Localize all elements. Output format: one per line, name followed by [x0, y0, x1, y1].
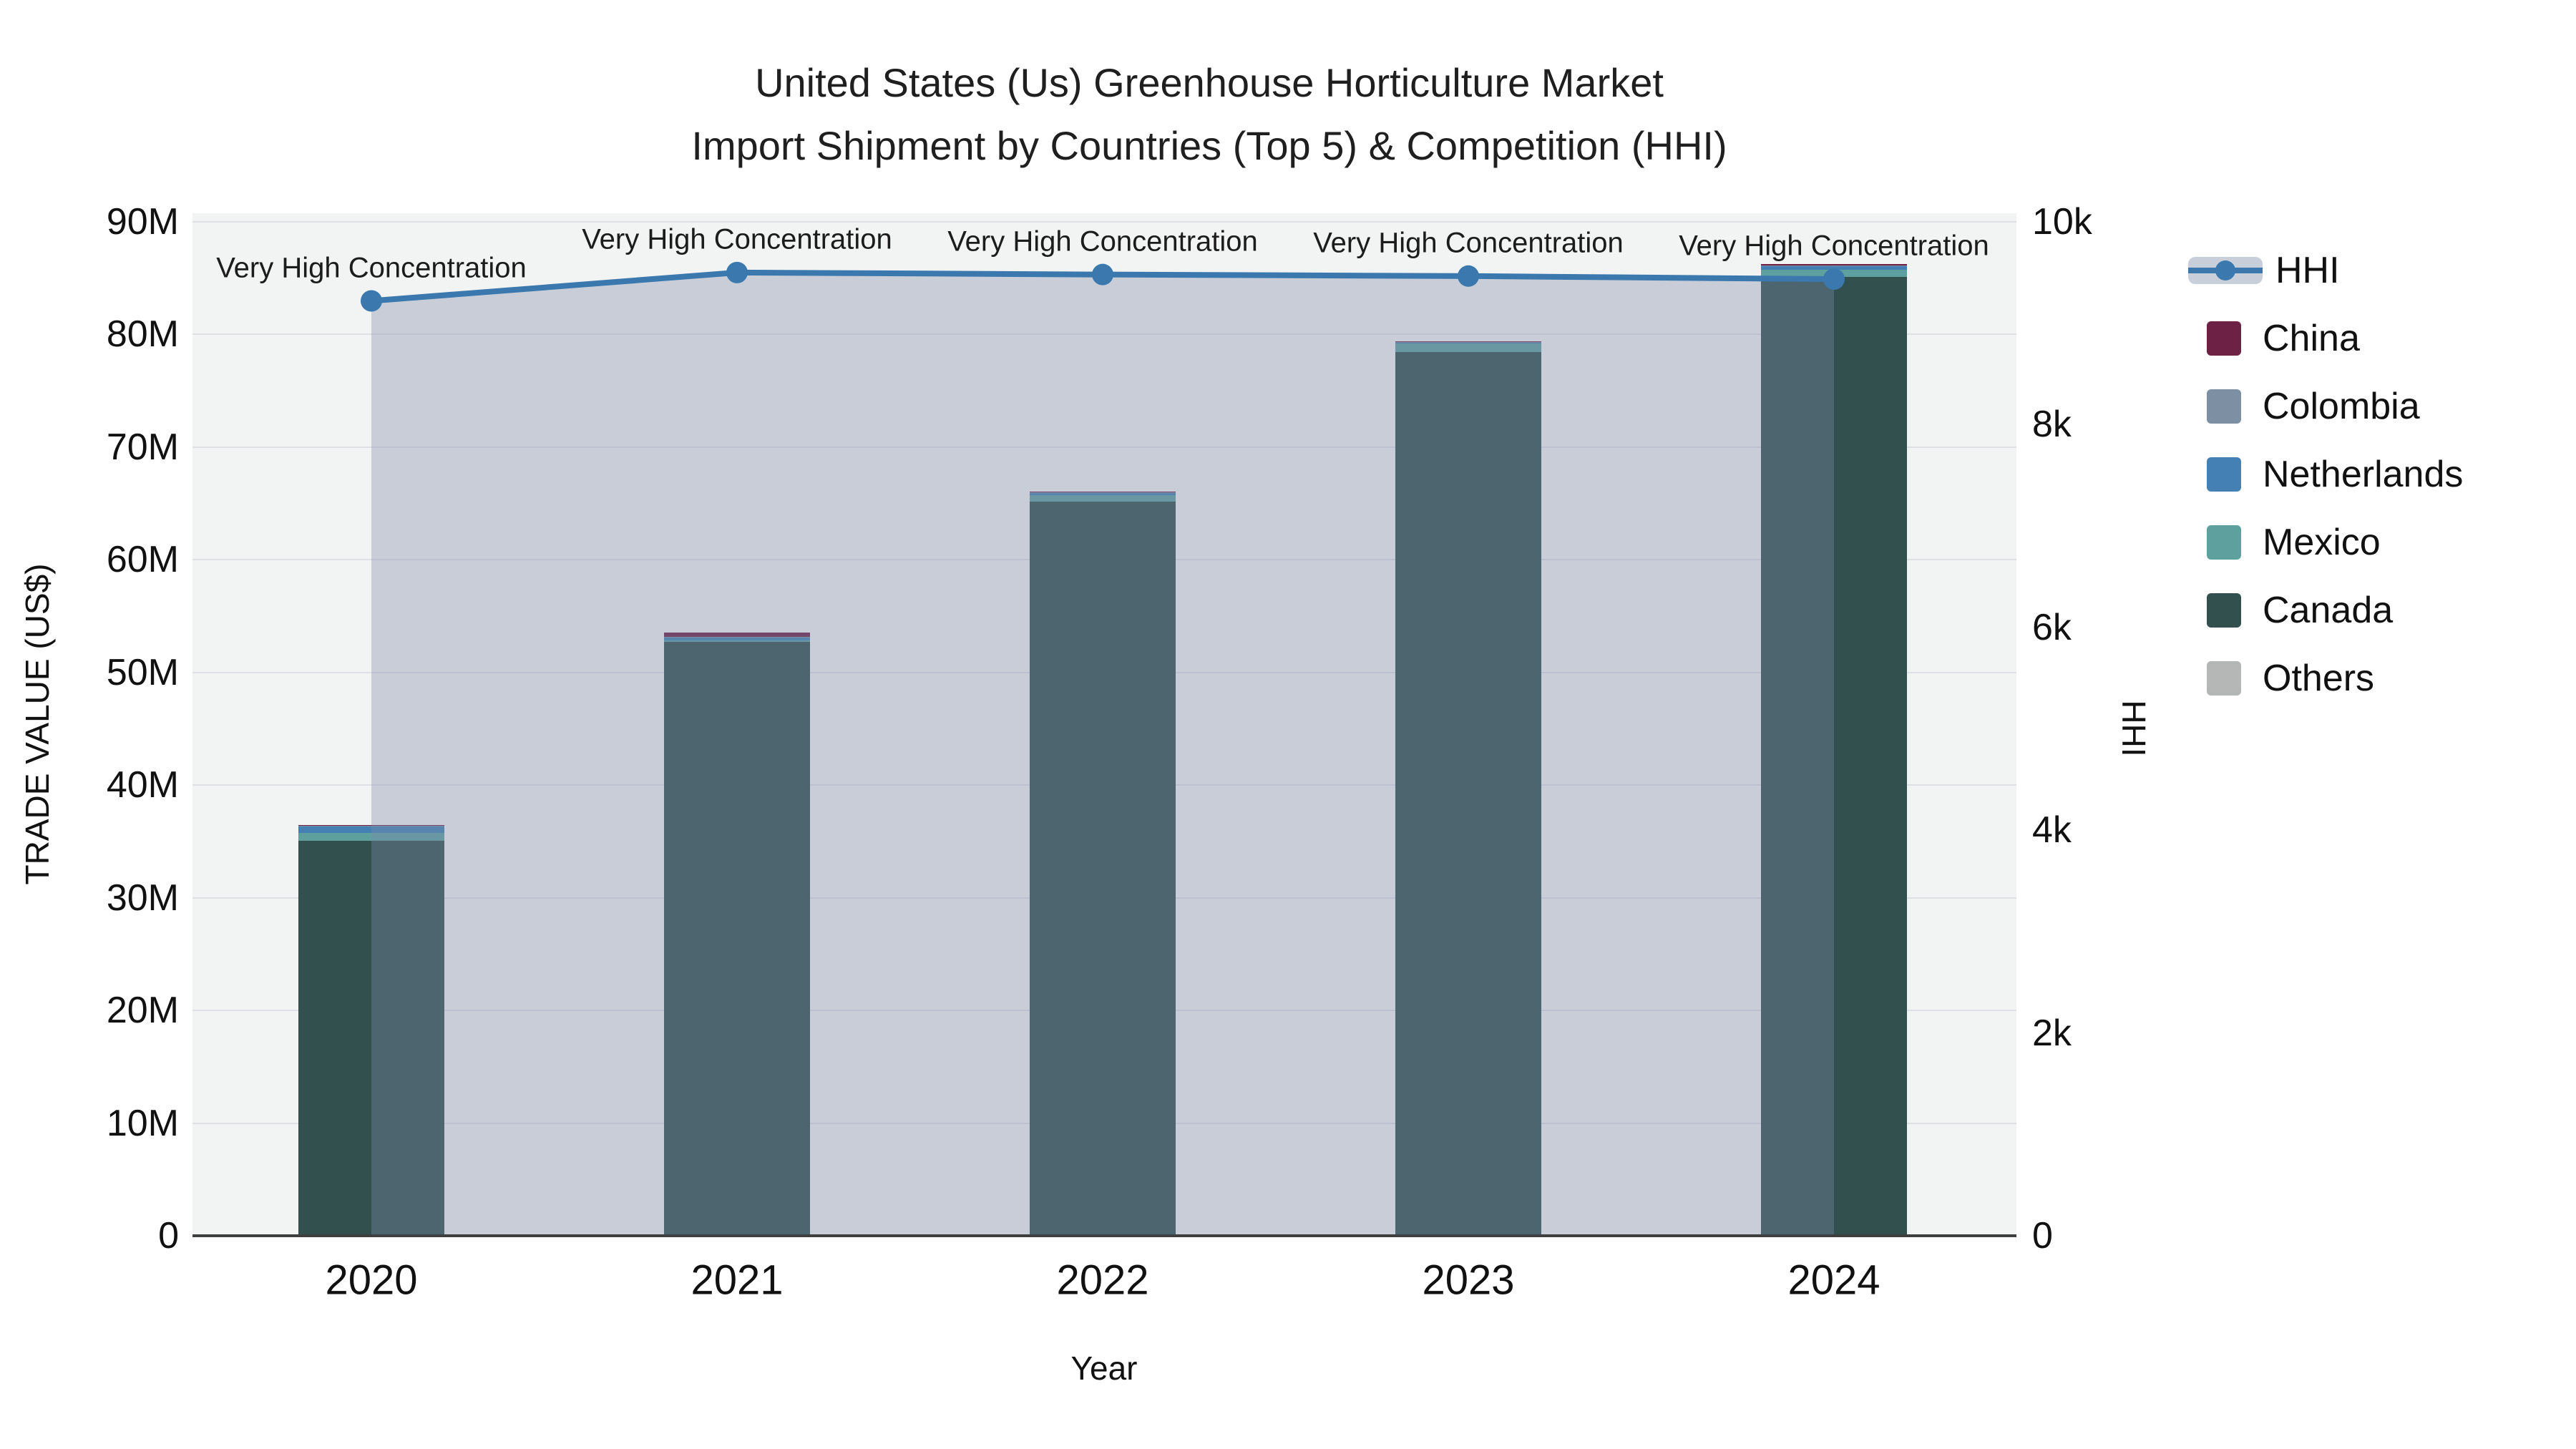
legend-item-hhi[interactable]: HHI	[2188, 236, 2463, 304]
legend: HHI China Colombia Netherlands Mexico Canada O…	[2188, 236, 2463, 712]
x-tick-2020: 2020	[325, 1257, 418, 1304]
bar-segment-netherlands-2020[interactable]	[298, 826, 444, 833]
y-tick-60M: 60M	[106, 539, 179, 581]
y2-tick-8k: 8k	[2032, 404, 2072, 446]
bar-segment-netherlands-2021[interactable]	[664, 637, 810, 641]
x-tick-2023: 2023	[1422, 1257, 1515, 1304]
annotation-2024: Very High Concentration	[1679, 230, 1989, 262]
bar-segment-colombia-2021[interactable]	[664, 636, 810, 638]
annotation-2020: Very High Concentration	[216, 252, 527, 284]
legend-swatch-mexico	[2207, 525, 2241, 560]
legend-label-hhi: HHI	[2275, 249, 2340, 291]
legend-item-mexico[interactable]: Mexico	[2188, 508, 2463, 576]
y-tick-80M: 80M	[106, 313, 179, 356]
y-tick-70M: 70M	[106, 426, 179, 468]
legend-label-colombia: Colombia	[2263, 385, 2420, 427]
legend-hhi-line-swatch	[2188, 256, 2263, 284]
legend-label-canada: Canada	[2263, 589, 2394, 631]
y-tick-30M: 30M	[106, 877, 179, 919]
bar-segment-mexico-2023[interactable]	[1395, 343, 1541, 352]
legend-item-netherlands[interactable]: Netherlands	[2188, 440, 2463, 508]
legend-item-others[interactable]: Others	[2188, 644, 2463, 712]
chart-title: United States (Us) Greenhouse Horticultu…	[691, 52, 1727, 177]
bar-segment-canada-2022[interactable]	[1030, 502, 1176, 1236]
bar-segment-others-2024[interactable]	[1761, 1235, 1907, 1236]
legend-swatch-others	[2207, 660, 2241, 696]
y-tick-10M: 10M	[106, 1102, 179, 1144]
y2-tick-10k: 10k	[2032, 201, 2092, 243]
bar-segment-china-2020[interactable]	[298, 825, 444, 826]
bar-segment-canada-2020[interactable]	[298, 841, 444, 1236]
bar-segment-others-2023[interactable]	[1395, 1235, 1541, 1236]
bar-segment-colombia-2023[interactable]	[1395, 342, 1541, 343]
y-tick-20M: 20M	[106, 990, 179, 1032]
legend-label-mexico: Mexico	[2263, 521, 2381, 563]
y2-tick-4k: 4k	[2032, 809, 2072, 852]
annotation-2021: Very High Concentration	[582, 223, 892, 255]
bar-segment-canada-2024[interactable]	[1761, 276, 1907, 1236]
bar-segment-colombia-2022[interactable]	[1030, 492, 1176, 494]
legend-swatch-colombia	[2207, 389, 2241, 424]
bar-segment-netherlands-2024[interactable]	[1761, 266, 1907, 270]
legend-item-china[interactable]: China	[2188, 304, 2463, 372]
y2-tick-2k: 2k	[2032, 1012, 2072, 1054]
y-tick-90M: 90M	[106, 201, 179, 243]
y-tick-50M: 50M	[106, 651, 179, 693]
bar-segment-canada-2023[interactable]	[1395, 352, 1541, 1236]
bar-segment-others-2020[interactable]	[298, 1235, 444, 1236]
legend-item-colombia[interactable]: Colombia	[2188, 372, 2463, 440]
legend-swatch-china	[2207, 321, 2241, 356]
hhi-point-2022[interactable]	[1092, 263, 1113, 286]
bar-segment-china-2024[interactable]	[1761, 264, 1907, 265]
hhi-point-2021[interactable]	[726, 261, 748, 283]
bar-segment-mexico-2021[interactable]	[664, 640, 810, 642]
legend-swatch-canada	[2207, 592, 2241, 628]
bar-segment-netherlands-2022[interactable]	[1030, 493, 1176, 495]
y-tick-0: 0	[158, 1215, 179, 1257]
y2-tick-0: 0	[2032, 1215, 2053, 1257]
bar-segment-mexico-2020[interactable]	[298, 832, 444, 841]
bar-segment-others-2021[interactable]	[664, 1235, 810, 1236]
y2-tick-6k: 6k	[2032, 606, 2072, 648]
hhi-point-2023[interactable]	[1458, 265, 1479, 287]
chart-title-line2: Import Shipment by Countries (Top 5) & C…	[691, 123, 1727, 168]
bar-segment-mexico-2022[interactable]	[1030, 494, 1176, 502]
hhi-point-2020[interactable]	[361, 290, 382, 312]
x-tick-2022: 2022	[1056, 1257, 1149, 1304]
x-axis-title: Year	[1070, 1350, 1138, 1387]
x-tick-2024: 2024	[1787, 1257, 1880, 1304]
bar-segment-others-2022[interactable]	[1030, 1235, 1176, 1236]
legend-swatch-netherlands	[2207, 457, 2241, 492]
bar-segment-china-2023[interactable]	[1395, 341, 1541, 343]
hhi-point-2024[interactable]	[1823, 268, 1845, 291]
y-axis-title: TRADE VALUE (US$)	[19, 563, 56, 885]
bar-segment-canada-2021[interactable]	[664, 641, 810, 1236]
legend-hhi-marker	[2215, 260, 2235, 280]
legend-label-others: Others	[2263, 657, 2375, 699]
bar-segment-china-2021[interactable]	[664, 633, 810, 637]
chart-title-line1: United States (Us) Greenhouse Horticultu…	[755, 60, 1664, 105]
annotation-2022: Very High Concentration	[947, 225, 1258, 258]
legend-label-netherlands: Netherlands	[2263, 453, 2464, 495]
bar-segment-colombia-2024[interactable]	[1761, 265, 1907, 267]
legend-label-china: China	[2263, 317, 2360, 359]
y-tick-40M: 40M	[106, 764, 179, 806]
annotation-2023: Very High Concentration	[1313, 227, 1624, 259]
legend-item-canada[interactable]: Canada	[2188, 576, 2463, 644]
x-tick-2021: 2021	[691, 1257, 784, 1304]
y2-axis-title: HHI	[2115, 700, 2152, 757]
